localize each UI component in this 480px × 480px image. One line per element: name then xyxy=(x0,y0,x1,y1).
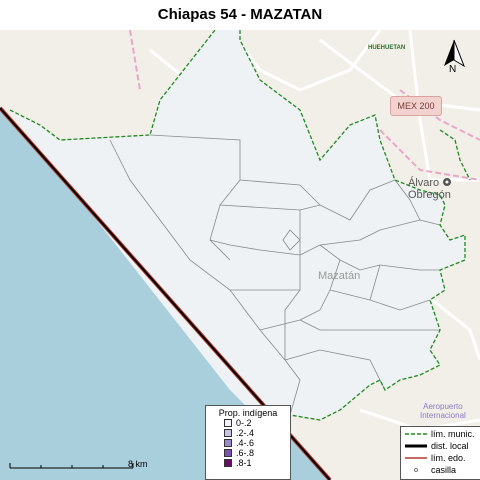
airport-label-line2: Internacional xyxy=(420,411,466,420)
legend-item-label: .8-1 xyxy=(236,458,252,468)
legend-indigenous-proportion: Prop. indígena 0-.2 .2-.4 .4-.6 .6-.8 .8… xyxy=(205,405,291,480)
legend-line-item: dist. local xyxy=(401,440,480,451)
legend-item-label: .4-.6 xyxy=(236,438,255,448)
point-icon xyxy=(414,467,418,472)
airport-label: Aeropuerto Internacional xyxy=(420,402,466,420)
legend-title: Prop. indígena xyxy=(218,408,278,418)
pink-road xyxy=(129,30,480,181)
precinct-lines xyxy=(109,134,441,416)
legend-item: 0-.2 xyxy=(224,418,290,428)
north-arrow: N xyxy=(440,38,468,78)
legend-swatch xyxy=(224,429,232,437)
legend-line-label: lím. edo. xyxy=(431,452,466,463)
legend-item: .4-.6 xyxy=(224,438,290,448)
map-title: Chiapas 54 - MAZATAN xyxy=(0,0,480,30)
legend-swatch xyxy=(224,419,232,427)
legend-item: .6-.8 xyxy=(224,448,290,458)
place-mazatan: Mazatán xyxy=(318,270,361,282)
place-alvaro-obregon: Álvaro Obregón xyxy=(408,177,451,201)
legend-item-label: .2-.4 xyxy=(236,428,255,438)
legend-swatch xyxy=(224,449,232,457)
legend-swatch xyxy=(224,439,232,447)
legend-line-label: dist. local xyxy=(431,440,469,451)
legend-item: .8-1 xyxy=(224,458,290,468)
north-label: N xyxy=(449,64,457,75)
dashed-green-line-icon xyxy=(405,432,427,435)
legend-line-label: lím. munic. xyxy=(431,428,475,439)
municipal-border-north xyxy=(439,129,471,181)
legend-swatch xyxy=(224,459,232,467)
place-huehuetan: HUEHUETAN xyxy=(368,45,406,51)
municipal-border xyxy=(9,30,466,421)
district-area xyxy=(10,30,465,425)
north-arrow-icon xyxy=(444,39,465,68)
legend-boundaries: lím. munic. dist. local lím. edo. casill… xyxy=(400,426,480,480)
road-shield-mex200: MEX 200 xyxy=(390,96,442,116)
legend-item-label: 0-.2 xyxy=(236,418,252,428)
scale-label: 8 km xyxy=(128,459,148,469)
legend-line-item: casilla xyxy=(401,464,480,475)
legend-item-label: .6-.8 xyxy=(236,448,255,458)
legend-line-item: lím. munic. xyxy=(401,428,480,439)
airport-label-line1: Aeropuerto xyxy=(423,402,463,411)
legend-line-item: lím. edo. xyxy=(401,452,480,463)
red-line-icon xyxy=(405,456,427,459)
legend-line-label: casilla xyxy=(431,464,457,475)
thick-black-line-icon xyxy=(405,444,427,447)
scale-bar xyxy=(8,458,148,472)
legend-item: .2-.4 xyxy=(224,428,290,438)
